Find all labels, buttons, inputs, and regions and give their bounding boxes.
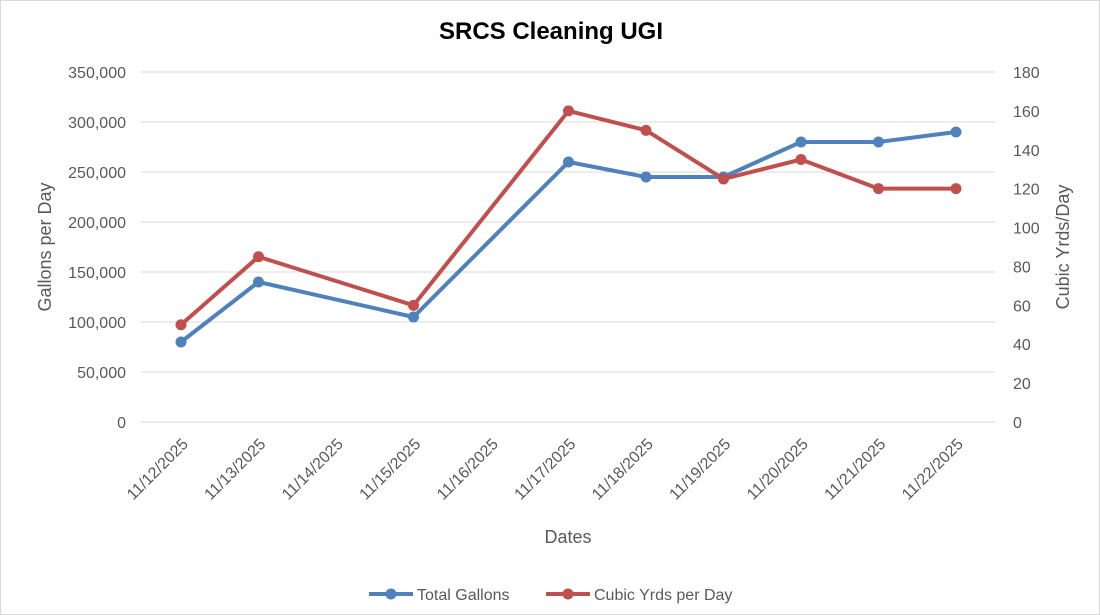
x-tick-label: 11/14/2025 <box>279 436 347 504</box>
data-point <box>563 105 574 117</box>
data-point <box>640 124 652 136</box>
x-tick-label: 11/18/2025 <box>589 436 657 504</box>
chart-title: SRCS Cleaning UGI <box>439 18 663 45</box>
data-point <box>640 171 652 183</box>
data-point <box>175 319 187 331</box>
data-point <box>253 251 264 263</box>
y-tick-label: 300,000 <box>68 115 126 132</box>
x-tick-label: 11/22/2025 <box>899 436 967 504</box>
gridlines <box>141 71 995 423</box>
data-point <box>795 154 807 165</box>
y2-tick-label: 20 <box>1013 376 1031 393</box>
y-tick-label: 350,000 <box>68 65 126 82</box>
y2-tick-label: 0 <box>1013 415 1022 432</box>
data-point <box>950 126 962 138</box>
y2-tick-label: 160 <box>1013 104 1040 121</box>
x-tick-label: 11/19/2025 <box>667 436 735 504</box>
y-tick-label: 150,000 <box>68 265 126 282</box>
series-1 <box>175 126 962 348</box>
data-point <box>718 173 729 185</box>
y-tick-label: 100,000 <box>68 315 126 332</box>
x-tick-label: 11/20/2025 <box>744 436 812 504</box>
x-tick-label: 11/12/2025 <box>124 436 192 504</box>
series-2 <box>175 105 962 331</box>
x-tick-label: 11/16/2025 <box>434 436 502 504</box>
left-axis-ticks: 0 50,000 100,000 150,000 200,000 250,000 300,0… <box>68 65 126 432</box>
right-axis-ticks: 0 20 40 60 80 100 120 140 160 180 <box>1013 65 1040 432</box>
data-point <box>408 299 419 311</box>
y2-tick-label: 180 <box>1013 65 1040 82</box>
legend-label: Total Gallons <box>417 587 510 604</box>
data-point <box>253 276 264 288</box>
y2-tick-label: 120 <box>1013 182 1040 199</box>
x-tick-label: 11/17/2025 <box>512 436 580 504</box>
legend: Total Gallons Cubic Yrds per Day <box>369 587 732 604</box>
y2-axis-title: Cubic Yrds/Day <box>1053 185 1073 310</box>
data-point <box>563 156 574 168</box>
data-point <box>873 136 884 148</box>
x-tick-label: 11/15/2025 <box>357 436 425 504</box>
y-tick-label: 50,000 <box>77 365 126 382</box>
data-point <box>795 136 807 148</box>
y-tick-label: 0 <box>117 415 126 432</box>
x-tick-label: 11/21/2025 <box>822 436 890 504</box>
data-point <box>408 311 419 323</box>
data-point <box>873 183 884 195</box>
legend-marker <box>385 588 397 600</box>
y-tick-label: 250,000 <box>68 165 126 182</box>
legend-label: Cubic Yrds per Day <box>594 587 732 604</box>
y2-tick-label: 100 <box>1013 221 1040 238</box>
y-axis-title: Gallons per Day <box>35 182 55 311</box>
y2-tick-label: 60 <box>1013 298 1031 315</box>
data-point <box>175 336 187 348</box>
x-axis-ticks: 11/12/2025 11/13/2025 11/14/2025 11/15/2025… <box>124 436 967 504</box>
series-layer <box>175 105 962 348</box>
y2-tick-label: 140 <box>1013 143 1040 160</box>
x-tick-label: 11/13/2025 <box>202 436 270 504</box>
y2-tick-label: 40 <box>1013 337 1031 354</box>
data-point <box>950 183 962 195</box>
y-tick-label: 200,000 <box>68 215 126 232</box>
legend-marker <box>562 588 574 600</box>
x-axis-title: Dates <box>544 527 591 547</box>
y2-tick-label: 80 <box>1013 259 1031 276</box>
